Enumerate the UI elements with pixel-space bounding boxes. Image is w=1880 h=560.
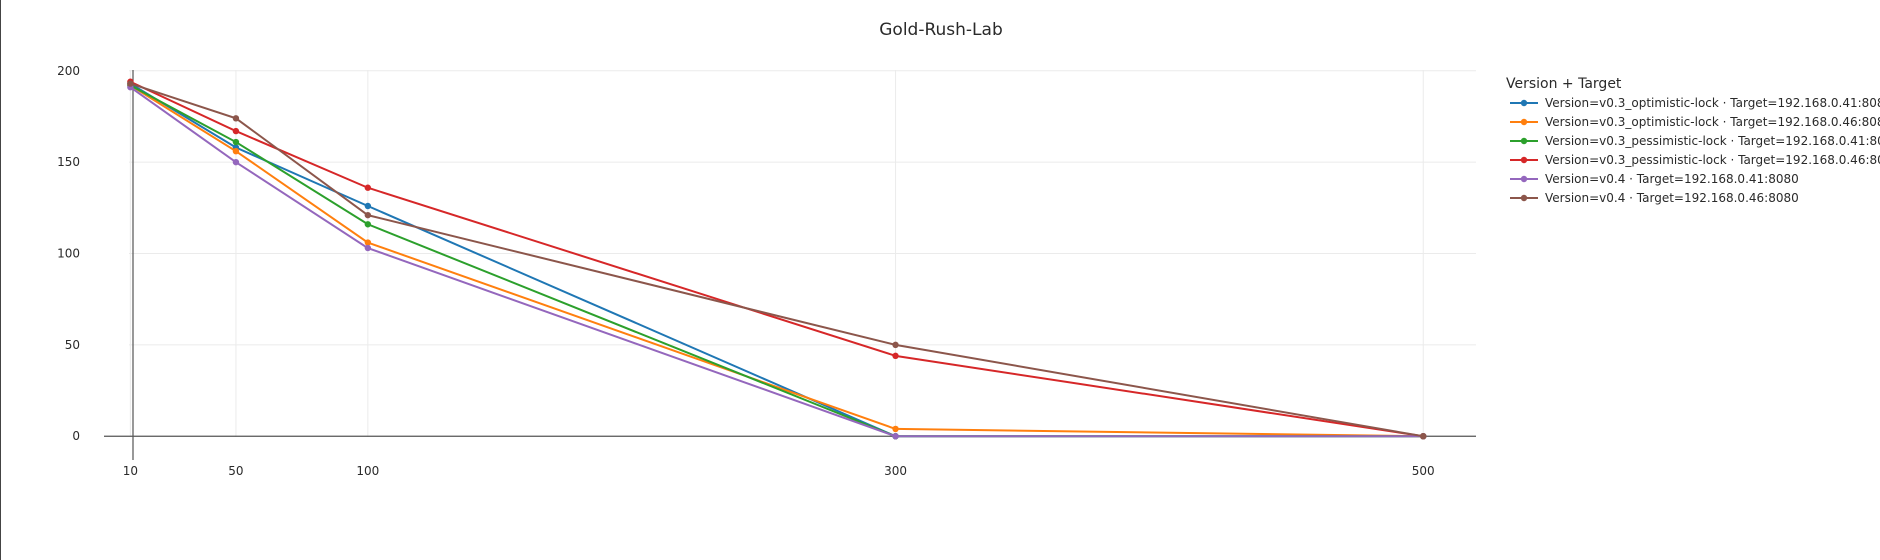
x-tick-label: 500 [1412,464,1435,478]
legend-item-label: Version=v0.3_optimistic-lock · Target=19… [1545,115,1880,129]
data-point[interactable] [364,211,372,219]
legend[interactable]: Version + Target Version=v0.3_optimistic… [1506,76,1880,205]
series-line [129,82,1424,438]
legend-item[interactable]: Version=v0.3_pessimistic-lock · Target=1… [1510,153,1880,167]
legend-item-label: Version=v0.4 · Target=192.168.0.46:8080 [1545,191,1799,205]
legend-item-label: Version=v0.3_pessimistic-lock · Target=1… [1545,153,1880,167]
legend-swatch-marker [1520,99,1528,107]
axis-layer: 0 50 100 150 200 10 50 100 300 500 [57,64,1476,478]
y-tick-label: 100 [57,247,80,261]
y-tick-label: 0 [72,429,80,443]
data-point[interactable] [232,158,240,166]
legend-item-label: Version=v0.3_pessimistic-lock · Target=1… [1545,134,1880,148]
y-tick-label: 200 [57,64,80,78]
x-tick-label: 10 [123,464,138,478]
x-tick-label: 50 [228,464,243,478]
legend-swatch-marker [1520,137,1528,145]
legend-swatch-marker [1520,156,1528,164]
legend-swatch-marker [1520,118,1528,126]
x-tick-label: 300 [884,464,907,478]
series-1 [127,82,1427,440]
legend-swatch-marker [1520,194,1528,202]
series-0 [127,80,1427,440]
grid-layer [129,70,1476,437]
data-point[interactable] [892,425,899,433]
x-tick-label: 100 [356,464,379,478]
y-tick-label: 150 [57,155,80,169]
data-point[interactable] [364,244,372,252]
data-point[interactable] [364,184,372,191]
data-point[interactable] [232,138,240,146]
series-line [129,80,1424,438]
series-line [130,82,1424,438]
series-5 [127,80,1427,440]
series-layer [127,78,1427,440]
legend-item[interactable]: Version=v0.3_optimistic-lock · Target=19… [1510,115,1880,129]
data-point[interactable] [364,202,372,210]
data-point[interactable] [892,433,899,440]
chart-title: Gold-Rush-Lab [879,20,1003,40]
legend-title: Version + Target [1506,76,1622,92]
data-point[interactable] [364,221,372,228]
data-point[interactable] [127,80,134,87]
legend-item-label: Version=v0.4 · Target=192.168.0.41:8080 [1545,172,1799,186]
legend-swatch-marker [1520,175,1528,183]
legend-item[interactable]: Version=v0.4 · Target=192.168.0.46:8080 [1510,191,1799,205]
data-point[interactable] [892,352,899,360]
data-point[interactable] [364,239,372,246]
data-point[interactable] [232,127,240,135]
series-2 [127,82,1427,440]
legend-item[interactable]: Version=v0.3_pessimistic-lock · Target=1… [1510,134,1880,148]
data-point[interactable] [892,341,899,349]
window-left-border [0,0,1,560]
legend-item[interactable]: Version=v0.3_optimistic-lock · Target=19… [1510,96,1880,110]
data-point[interactable] [232,115,240,122]
data-point[interactable] [232,147,240,155]
legend-item[interactable]: Version=v0.4 · Target=192.168.0.41:8080 [1510,172,1799,186]
data-point[interactable] [1420,433,1427,440]
y-tick-label: 50 [65,338,80,352]
legend-item-label: Version=v0.3_optimistic-lock · Target=19… [1545,96,1880,110]
